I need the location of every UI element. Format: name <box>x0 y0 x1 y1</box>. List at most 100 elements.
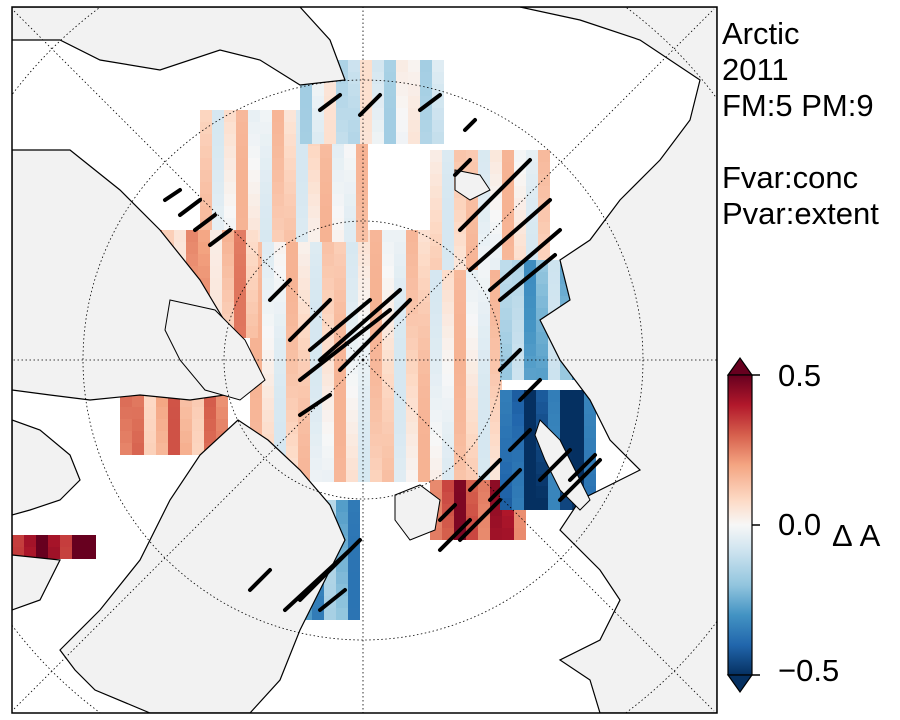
anomaly-cell <box>260 170 272 182</box>
anomaly-cell <box>430 422 442 434</box>
anomaly-cell <box>502 210 514 222</box>
anomaly-cell <box>286 350 298 362</box>
anomaly-cell <box>262 266 274 278</box>
anomaly-cell <box>198 266 210 278</box>
anomaly-cell <box>584 426 596 438</box>
anomaly-cell <box>346 434 358 446</box>
anomaly-cell <box>466 446 478 458</box>
anomaly-cell <box>512 332 524 344</box>
anomaly-cell <box>572 450 584 462</box>
anomaly-cell <box>560 426 572 438</box>
anomaly-cell <box>478 528 490 540</box>
anomaly-cell <box>466 386 478 398</box>
anomaly-cell <box>442 480 454 492</box>
anomaly-cell <box>346 398 358 410</box>
anomaly-cell <box>236 194 248 206</box>
anomaly-cell <box>298 422 310 434</box>
anomaly-cell <box>246 230 258 242</box>
anomaly-cell <box>200 110 212 122</box>
eurasia-land <box>519 7 717 713</box>
anomaly-cell <box>198 242 210 254</box>
anomaly-cell <box>536 296 548 308</box>
anomaly-cell <box>584 474 596 486</box>
anomaly-cell <box>548 390 560 402</box>
anomaly-cell <box>284 122 296 134</box>
anomaly-cell <box>310 458 322 470</box>
anomaly-cell <box>536 462 548 474</box>
anomaly-cell <box>334 254 346 266</box>
anomaly-cell <box>454 258 466 270</box>
anomaly-cell <box>406 374 418 386</box>
anomaly-cell <box>442 398 454 410</box>
anomaly-cell <box>358 350 370 362</box>
anomaly-cell <box>536 356 548 368</box>
anomaly-cell <box>370 362 382 374</box>
anomaly-cell <box>192 407 204 419</box>
anomaly-cell <box>512 426 524 438</box>
anomaly-cell <box>394 458 406 470</box>
anomaly-cell <box>430 162 442 174</box>
anomaly-cell <box>526 222 538 234</box>
anomaly-cell <box>308 158 320 170</box>
anomaly-cell <box>360 72 372 84</box>
anomaly-cell <box>310 470 322 482</box>
anomaly-cell <box>432 108 444 120</box>
anomaly-cell <box>524 356 536 368</box>
anomaly-cell <box>396 96 408 108</box>
anomaly-cell <box>524 450 536 462</box>
arctic-map <box>11 6 718 714</box>
anomaly-cell <box>286 362 298 374</box>
anomaly-cell <box>466 398 478 410</box>
anomaly-cell <box>298 458 310 470</box>
anomaly-cell <box>322 422 334 434</box>
anomaly-cell <box>538 174 550 186</box>
anomaly-cell <box>454 422 466 434</box>
anomaly-cell <box>490 446 502 458</box>
anomaly-cell <box>300 84 312 96</box>
anomaly-cell <box>454 234 466 246</box>
anomaly-cell <box>442 174 454 186</box>
colorbar-gradient <box>727 374 753 676</box>
anomaly-cell <box>334 458 346 470</box>
anomaly-cell <box>394 398 406 410</box>
anomaly-cell <box>370 470 382 482</box>
anomaly-cell <box>84 547 96 559</box>
anomaly-cell <box>272 206 284 218</box>
svalbard-land <box>394 484 441 541</box>
anomaly-cell <box>286 446 298 458</box>
anomaly-cell <box>478 386 490 398</box>
anomaly-cell <box>346 410 358 422</box>
anomaly-cell <box>324 108 336 120</box>
anomaly-cell <box>560 498 572 510</box>
anomaly-cell <box>224 158 236 170</box>
anomaly-cell <box>346 362 358 374</box>
anomaly-cell <box>406 386 418 398</box>
colorbar-tick-label-max: 0.5 <box>778 358 822 393</box>
anomaly-cell <box>344 170 356 182</box>
anomaly-cell <box>274 362 286 374</box>
anomaly-cell <box>298 398 310 410</box>
anomaly-cell <box>310 386 322 398</box>
anomaly-cell <box>216 419 228 431</box>
meridian-315 <box>12 359 364 712</box>
anomaly-cell <box>186 230 198 242</box>
anomaly-cell <box>502 186 514 198</box>
anomaly-cell <box>358 458 370 470</box>
anomaly-cell <box>502 150 514 162</box>
anomaly-cell <box>512 368 524 380</box>
anomaly-cell <box>348 512 360 524</box>
anomaly-cell <box>442 516 454 528</box>
anomaly-cell <box>396 132 408 144</box>
anomaly-cell <box>320 218 332 230</box>
anomaly-cell <box>298 350 310 362</box>
anomaly-cell <box>394 278 406 290</box>
anomaly-cell <box>454 198 466 210</box>
anomaly-cell <box>442 386 454 398</box>
anomaly-cell <box>500 498 512 510</box>
anomaly-cell <box>442 362 454 374</box>
anomaly-cell <box>430 470 442 482</box>
anomaly-cell <box>246 302 258 314</box>
anomaly-cell <box>180 443 192 455</box>
anomaly-cell <box>334 398 346 410</box>
anomaly-cell <box>442 198 454 210</box>
